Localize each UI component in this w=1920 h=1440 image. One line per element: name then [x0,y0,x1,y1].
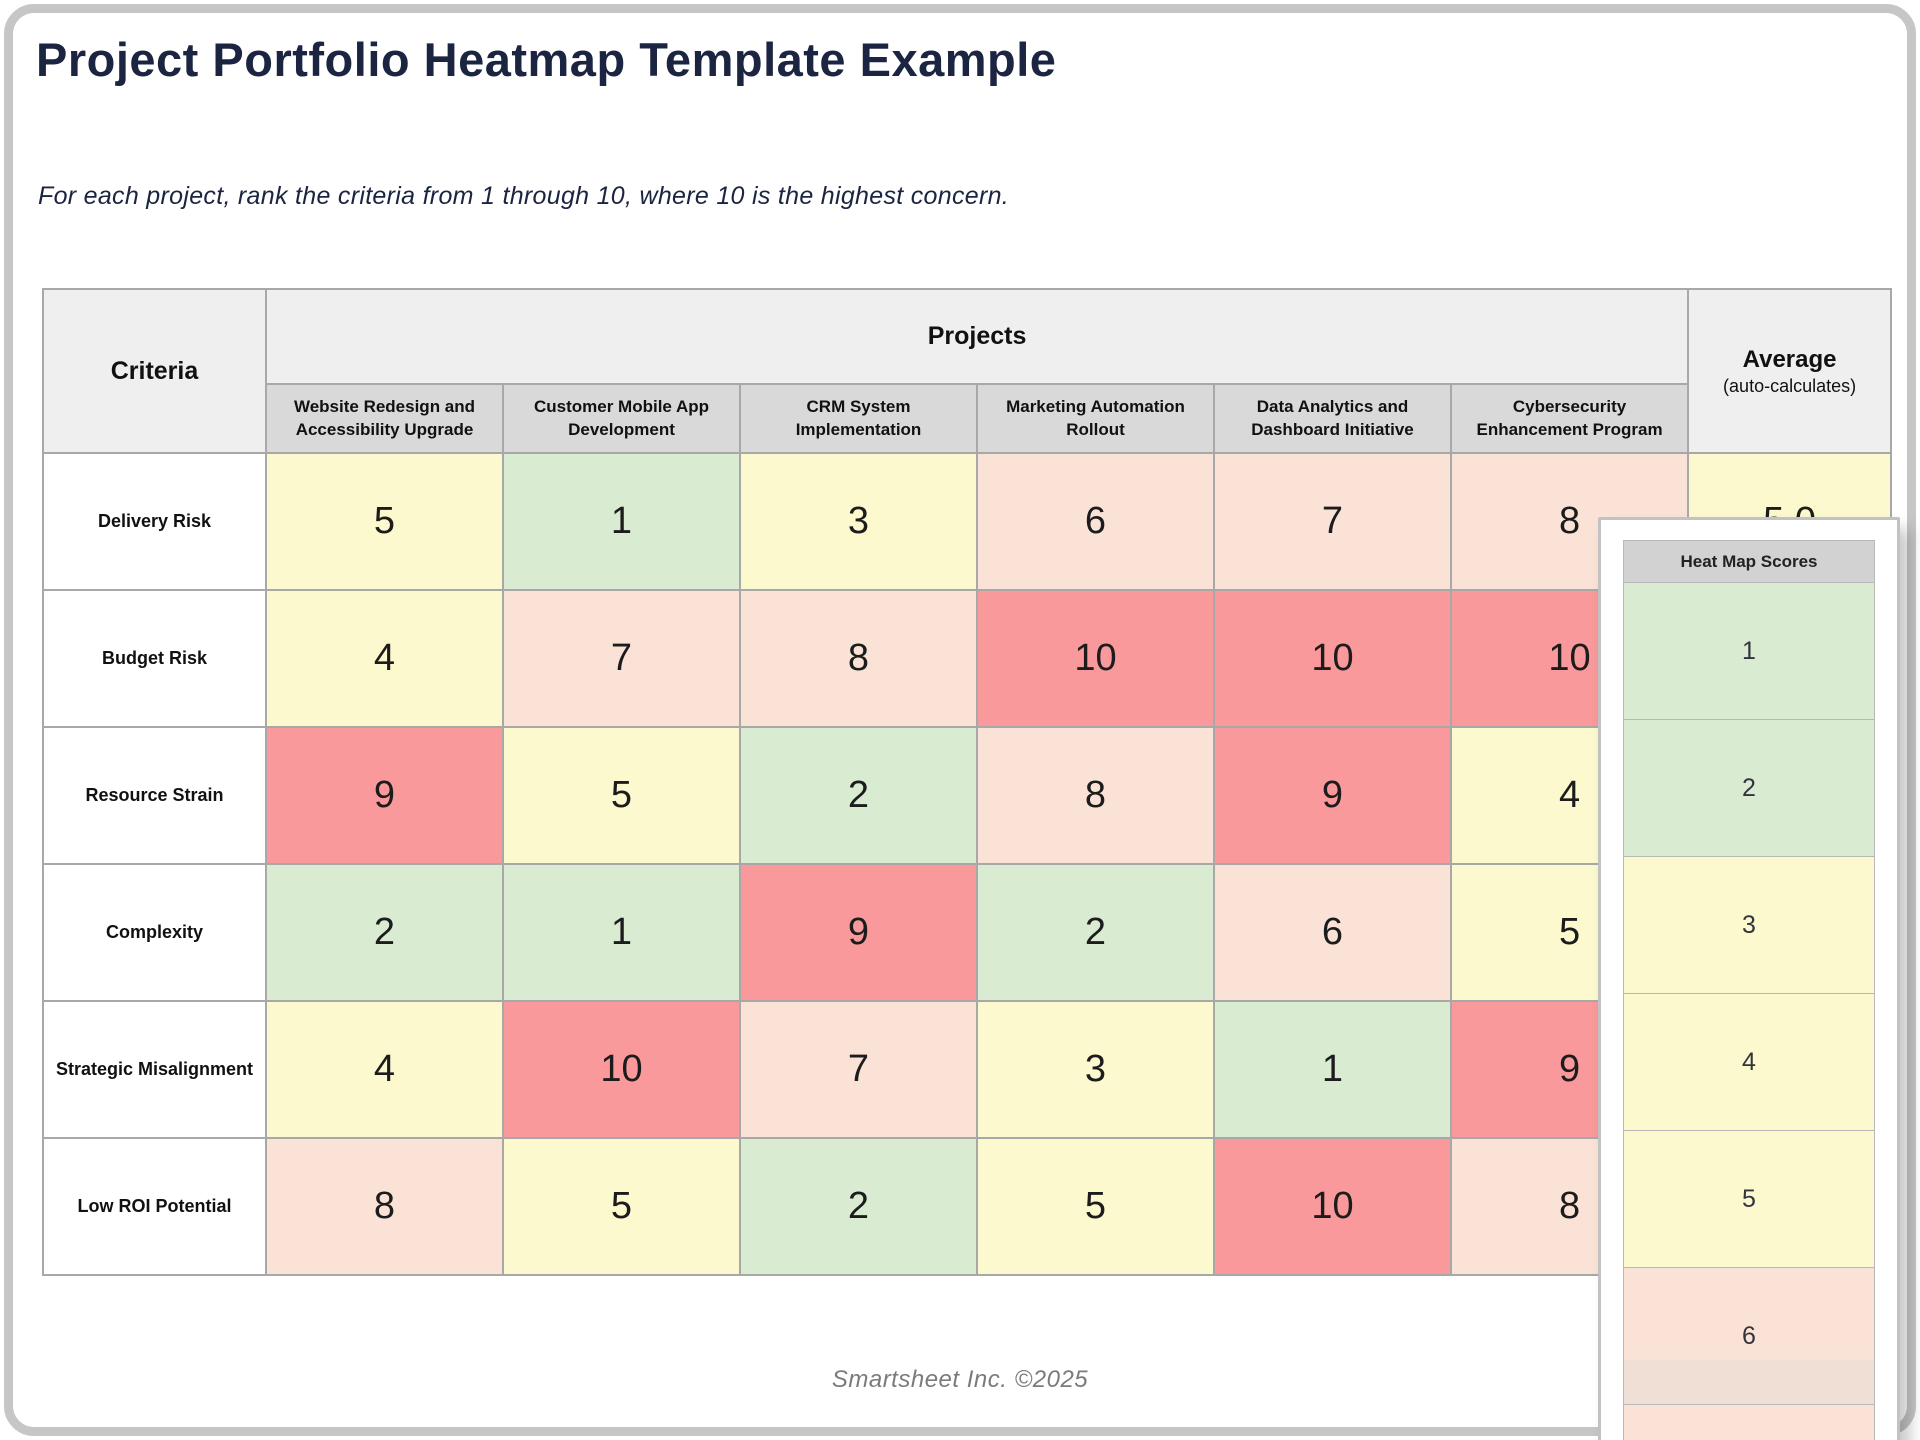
score-cell: 7 [739,1000,978,1139]
average-column-header: Average (auto-calculates) [1687,288,1893,454]
score-cell: 9 [265,726,504,865]
criteria-column-header: Criteria [42,288,267,454]
score-cell: 2 [739,1137,978,1276]
score-cell: 3 [976,1000,1215,1139]
average-header-label: Average [1742,345,1837,373]
project-column-header: Marketing Automation Rollout [976,383,1215,454]
project-column-header: Cybersecurity Enhancement Program [1449,383,1690,454]
score-cell: 1 [502,452,741,591]
criterion-label: Low ROI Potential [42,1137,267,1276]
legend-score-cell: 7 [1623,1404,1875,1440]
score-cell: 9 [1213,726,1452,865]
score-cell: 7 [1213,452,1452,591]
legend-score-cell: 1 [1623,582,1875,720]
score-cell: 1 [1213,1000,1452,1139]
legend-row: 1 [1623,582,1875,720]
legend-title: Heat Map Scores [1623,540,1875,583]
score-cell: 7 [502,589,741,728]
average-header-note: (auto-calculates) [1723,375,1857,396]
project-column-header: Customer Mobile App Development [502,383,741,454]
score-cell: 2 [976,863,1215,1002]
score-cell: 4 [265,589,504,728]
score-cell: 1 [502,863,741,1002]
legend-score-cell: 2 [1623,719,1875,857]
legend-score-cell: 5 [1623,1130,1875,1268]
score-cell: 6 [1213,863,1452,1002]
score-cell: 8 [739,589,978,728]
legend-row: 4 [1623,993,1875,1131]
score-cell: 5 [502,1137,741,1276]
legend-score-cell: 3 [1623,856,1875,994]
score-cell: 5 [265,452,504,591]
project-column-header: Data Analytics and Dashboard Initiative [1213,383,1452,454]
score-cell: 8 [976,726,1215,865]
score-cell: 10 [976,589,1215,728]
legend-table: Heat Map Scores 12345678910 [1623,540,1875,1440]
footer-text: Smartsheet Inc. ©2025 [831,1366,1089,1393]
score-cell: 2 [739,726,978,865]
criterion-label: Budget Risk [42,589,267,728]
instruction-text: For each project, rank the criteria from… [38,182,1010,210]
projects-group-header: Projects [264,288,1690,385]
project-column-header: CRM System Implementation [739,383,978,454]
score-cell: 3 [739,452,978,591]
score-cell: 10 [1213,1137,1452,1276]
score-cell: 10 [1213,589,1452,728]
score-cell: 2 [265,863,504,1002]
score-cell: 6 [976,452,1215,591]
project-names-row: Website Redesign and Accessibility Upgra… [43,383,1891,454]
table-row: Delivery Risk5136785.0 [42,452,1893,591]
legend-row: 6 [1623,1267,1875,1405]
score-cell: 10 [502,1000,741,1139]
score-cell: 8 [265,1137,504,1276]
page-title: Project Portfolio Heatmap Template Examp… [36,33,1057,86]
legend-score-cell: 4 [1623,993,1875,1131]
legend-row: 2 [1623,719,1875,857]
project-column-header: Website Redesign and Accessibility Upgra… [265,383,504,454]
group-header-row: Criteria Projects Average (auto-calculat… [42,288,1893,454]
score-cell: 4 [265,1000,504,1139]
heatmap-scores-legend: Heat Map Scores 12345678910 [1598,517,1900,1440]
score-cell: 5 [502,726,741,865]
heatmap-table: Criteria Projects Average (auto-calculat… [42,288,1893,1276]
criterion-label: Resource Strain [42,726,267,865]
criterion-label: Complexity [42,863,267,1002]
criterion-label: Delivery Risk [42,452,267,591]
table-row: Strategic Misalignment 4 10 7 3 1 9 [42,1000,1893,1139]
score-cell: 9 [739,863,978,1002]
legend-row: 5 [1623,1130,1875,1268]
score-cell: 5 [976,1137,1215,1276]
legend-row: 3 [1623,856,1875,994]
legend-header-row: Heat Map Scores [1623,540,1875,583]
legend-row: 7 [1623,1404,1875,1440]
criterion-label: Strategic Misalignment [42,1000,267,1139]
legend-score-cell: 6 [1623,1267,1875,1405]
